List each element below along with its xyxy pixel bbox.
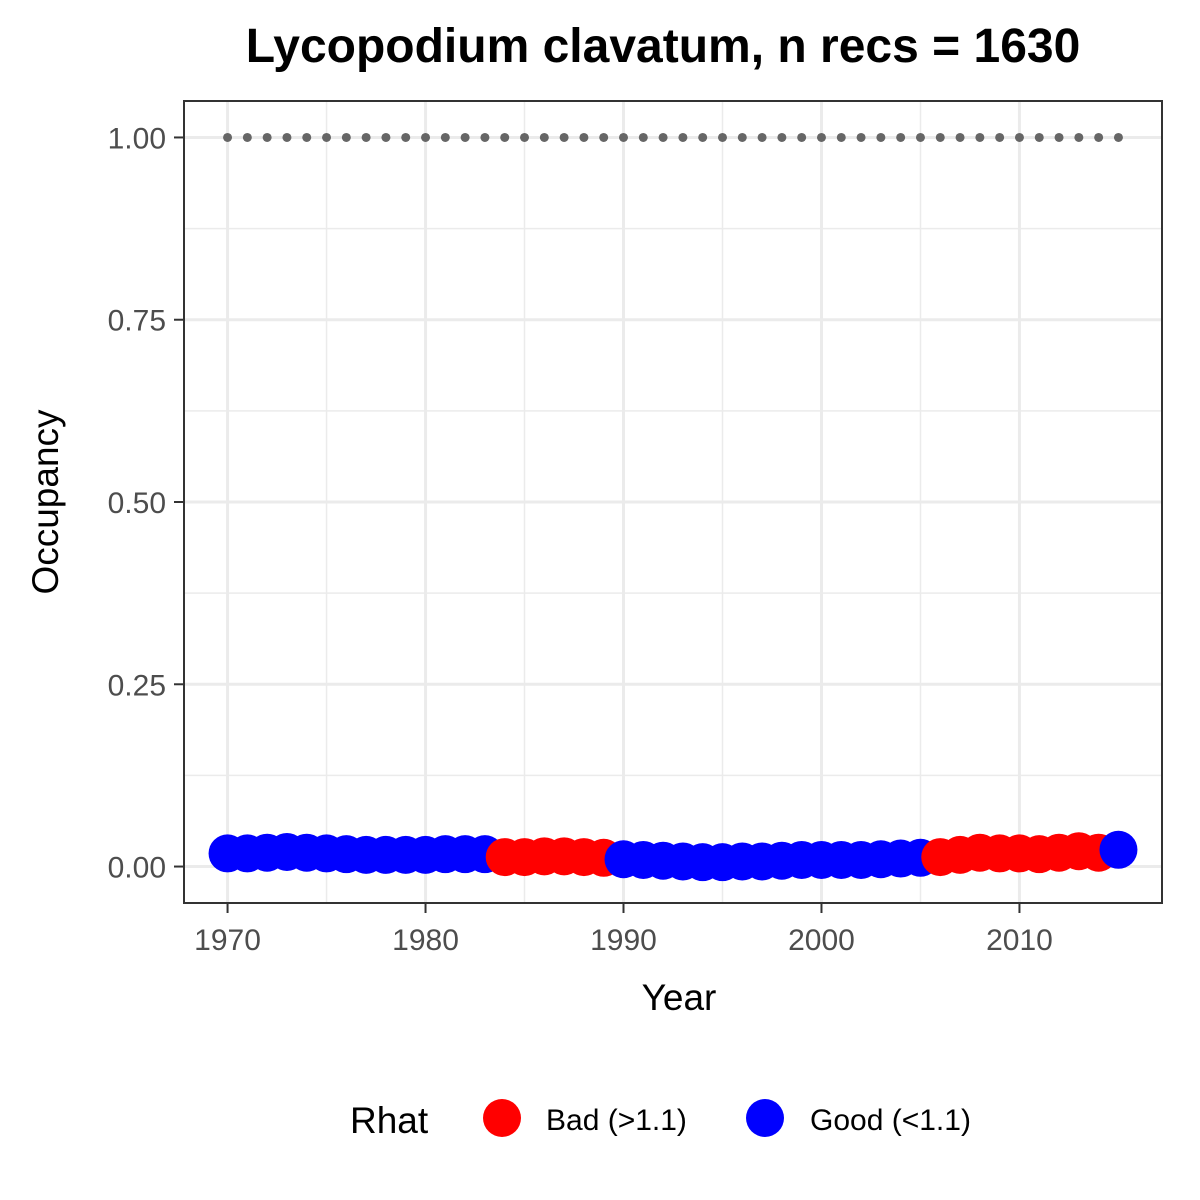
reference-dot	[460, 132, 470, 142]
reference-dot	[223, 132, 233, 142]
reference-dot	[242, 132, 252, 142]
x-axis: 1970 1980 1990 2000 2010	[194, 903, 1053, 957]
legend: Rhat Bad (>1.1) Good (<1.1)	[350, 1099, 971, 1141]
reference-dot	[876, 132, 886, 142]
reference-dot	[737, 132, 747, 142]
reference-dot	[1034, 132, 1044, 142]
reference-dot	[480, 132, 490, 142]
reference-dot	[816, 132, 826, 142]
reference-dot	[935, 132, 945, 142]
reference-dot	[836, 132, 846, 142]
reference-line-layer	[223, 132, 1123, 142]
reference-dot	[777, 132, 787, 142]
reference-dot	[341, 132, 351, 142]
legend-key-good	[746, 1099, 784, 1137]
y-tick-label: 0.50	[108, 487, 166, 520]
reference-dot	[539, 132, 549, 142]
reference-dot	[896, 132, 906, 142]
reference-dot	[797, 132, 807, 142]
y-tick-label: 1.00	[108, 122, 166, 155]
y-tick-label: 0.75	[108, 305, 166, 338]
reference-dot	[361, 132, 371, 142]
reference-dot	[1074, 132, 1084, 142]
x-axis-title: Year	[642, 977, 717, 1018]
reference-dot	[619, 132, 629, 142]
chart-title: Lycopodium clavatum, n recs = 1630	[246, 20, 1081, 73]
reference-dot	[717, 132, 727, 142]
reference-dot	[955, 132, 965, 142]
reference-dot	[322, 132, 332, 142]
reference-dot	[421, 132, 431, 142]
legend-key-bad	[483, 1099, 521, 1137]
reference-dot	[1054, 132, 1064, 142]
y-tick-label: 0.25	[108, 669, 166, 702]
data-point-good	[1099, 830, 1138, 869]
grid-layer	[184, 101, 1162, 903]
x-tick-label: 2000	[788, 924, 855, 957]
reference-dot	[579, 132, 589, 142]
x-tick-label: 1970	[194, 924, 261, 957]
x-tick-label: 1980	[392, 924, 459, 957]
reference-dot	[381, 132, 391, 142]
reference-dot	[856, 132, 866, 142]
x-tick-label: 1990	[590, 924, 657, 957]
reference-dot	[1014, 132, 1024, 142]
points-layer	[208, 830, 1138, 882]
reference-dot	[302, 132, 312, 142]
reference-dot	[1094, 132, 1104, 142]
y-axis-title: Occupancy	[25, 409, 66, 595]
reference-dot	[401, 132, 411, 142]
reference-dot	[678, 132, 688, 142]
legend-label-good: Good (<1.1)	[810, 1104, 971, 1137]
x-tick-label: 2010	[986, 924, 1053, 957]
reference-dot	[500, 132, 510, 142]
reference-dot	[915, 132, 925, 142]
reference-dot	[440, 132, 450, 142]
reference-dot	[559, 132, 569, 142]
reference-dot	[995, 132, 1005, 142]
y-tick-label: 0.00	[108, 852, 166, 885]
reference-dot	[1113, 132, 1123, 142]
reference-dot	[282, 132, 292, 142]
legend-label-bad: Bad (>1.1)	[546, 1104, 687, 1137]
y-axis: 0.00 0.25 0.50 0.75 1.00	[108, 122, 184, 885]
reference-dot	[262, 132, 272, 142]
reference-dot	[520, 132, 530, 142]
reference-dot	[757, 132, 767, 142]
reference-dot	[658, 132, 668, 142]
reference-dot	[698, 132, 708, 142]
reference-dot	[599, 132, 609, 142]
reference-dot	[975, 132, 985, 142]
reference-dot	[638, 132, 648, 142]
legend-title: Rhat	[350, 1100, 429, 1141]
